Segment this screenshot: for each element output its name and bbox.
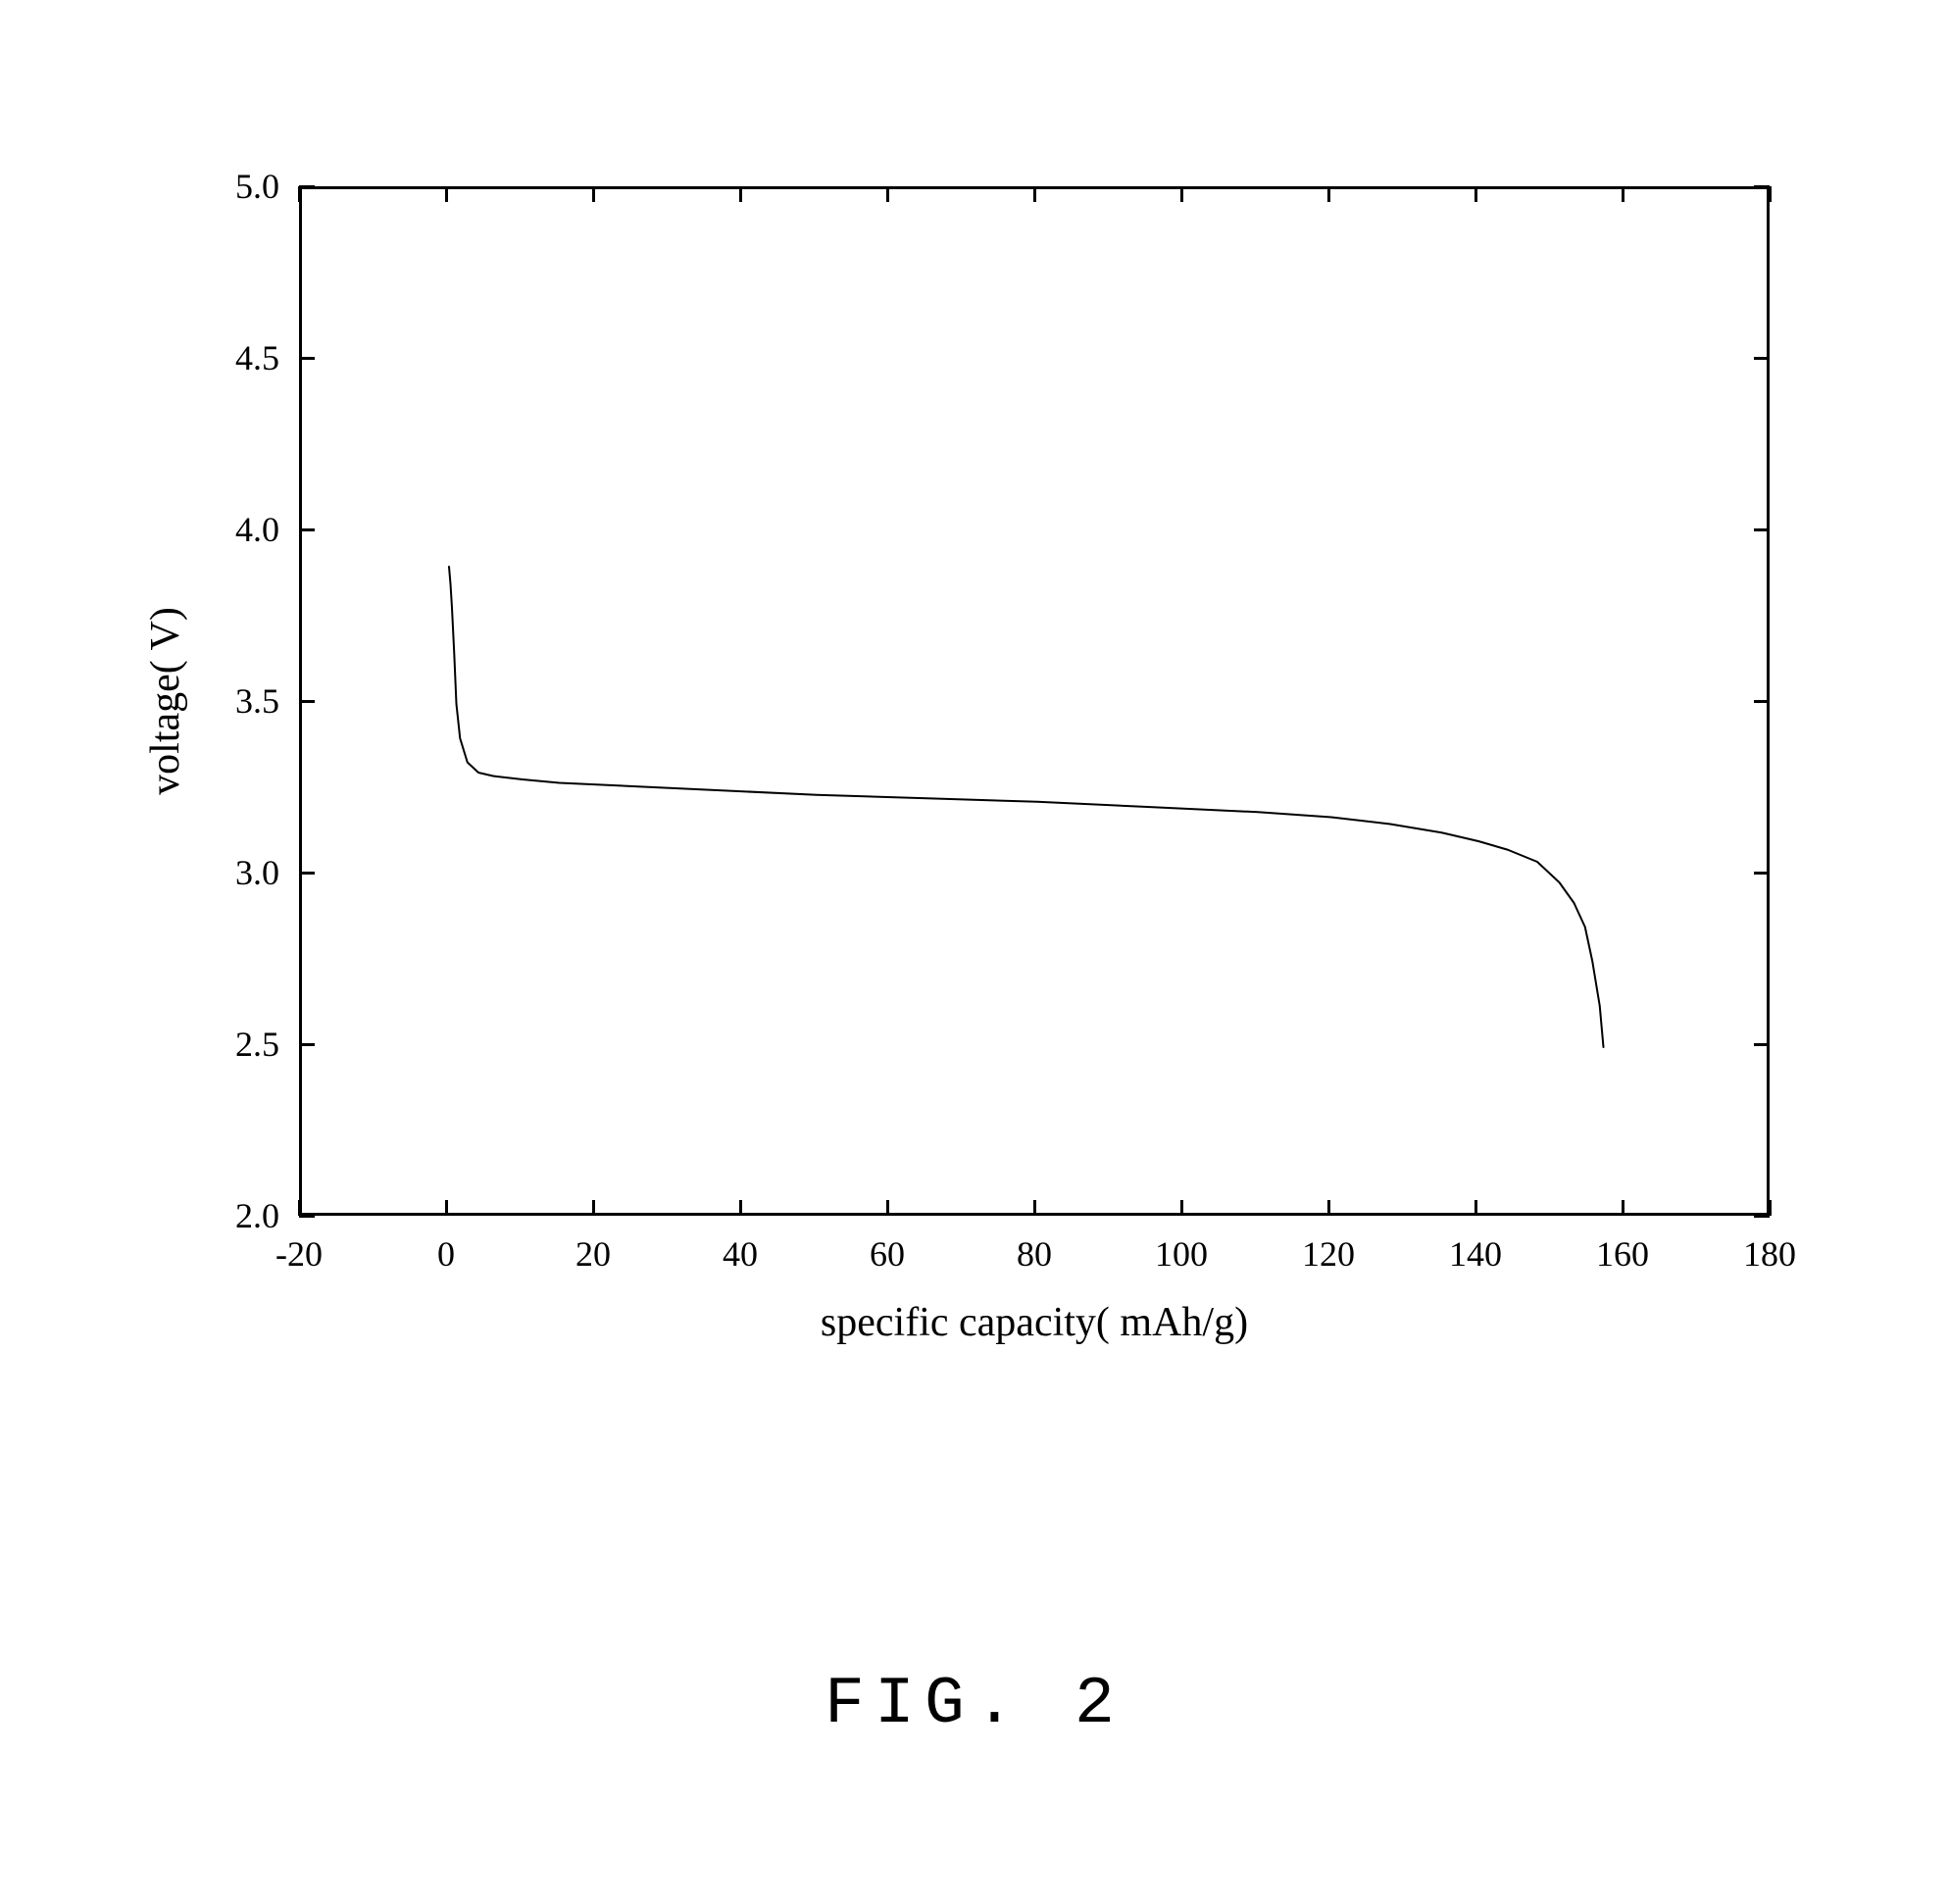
x-tick: [739, 186, 742, 202]
x-tick-label: 0: [437, 1233, 455, 1275]
x-tick: [592, 1200, 595, 1216]
x-tick: [1327, 1200, 1330, 1216]
x-tick: [886, 1200, 889, 1216]
y-tick-label: 2.0: [211, 1195, 279, 1236]
x-tick: [445, 1200, 448, 1216]
x-tick: [1033, 186, 1036, 202]
x-tick: [1474, 186, 1477, 202]
page: specific capacity( mAh/g) voltage( V) FI…: [0, 0, 1949, 1904]
chart-plot-area: [299, 186, 1770, 1216]
y-tick-label: 5.0: [211, 166, 279, 207]
y-tick: [1754, 1043, 1770, 1046]
x-tick-label: 140: [1449, 1233, 1502, 1275]
y-tick-label: 3.5: [211, 680, 279, 722]
y-tick-label: 2.5: [211, 1024, 279, 1065]
y-tick: [1754, 528, 1770, 531]
y-tick: [299, 700, 315, 703]
x-axis-title: specific capacity( mAh/g): [691, 1299, 1377, 1346]
x-tick-label: 100: [1155, 1233, 1208, 1275]
x-tick: [1474, 1200, 1477, 1216]
x-tick: [1622, 186, 1624, 202]
discharge-curve: [302, 189, 1773, 1219]
y-tick: [299, 185, 315, 188]
y-tick: [1754, 700, 1770, 703]
y-tick: [299, 357, 315, 360]
x-tick: [886, 186, 889, 202]
y-tick: [1754, 185, 1770, 188]
x-tick: [1769, 186, 1772, 202]
x-tick: [1180, 186, 1183, 202]
x-tick-label: 60: [870, 1233, 905, 1275]
y-tick: [1754, 357, 1770, 360]
y-tick-label: 4.0: [211, 509, 279, 550]
x-tick-label: 180: [1743, 1233, 1796, 1275]
x-tick-label: 20: [575, 1233, 611, 1275]
x-tick: [298, 186, 301, 202]
x-tick: [1327, 186, 1330, 202]
y-tick: [299, 528, 315, 531]
y-tick: [299, 1215, 315, 1218]
x-tick: [1622, 1200, 1624, 1216]
x-tick-label: 80: [1017, 1233, 1052, 1275]
y-tick-label: 3.0: [211, 852, 279, 893]
x-tick-label: 40: [723, 1233, 758, 1275]
x-tick: [592, 186, 595, 202]
x-tick-label: 120: [1302, 1233, 1355, 1275]
x-tick: [1180, 1200, 1183, 1216]
x-tick: [1033, 1200, 1036, 1216]
y-tick: [1754, 872, 1770, 875]
x-tick-label: 160: [1596, 1233, 1649, 1275]
y-tick: [1754, 1215, 1770, 1218]
y-tick: [299, 872, 315, 875]
x-tick: [445, 186, 448, 202]
y-axis-title: voltage( V): [142, 554, 189, 848]
x-tick-label: -20: [275, 1233, 323, 1275]
y-tick: [299, 1043, 315, 1046]
x-tick: [739, 1200, 742, 1216]
figure-caption: FIG. 2: [729, 1667, 1220, 1742]
y-tick-label: 4.5: [211, 337, 279, 378]
